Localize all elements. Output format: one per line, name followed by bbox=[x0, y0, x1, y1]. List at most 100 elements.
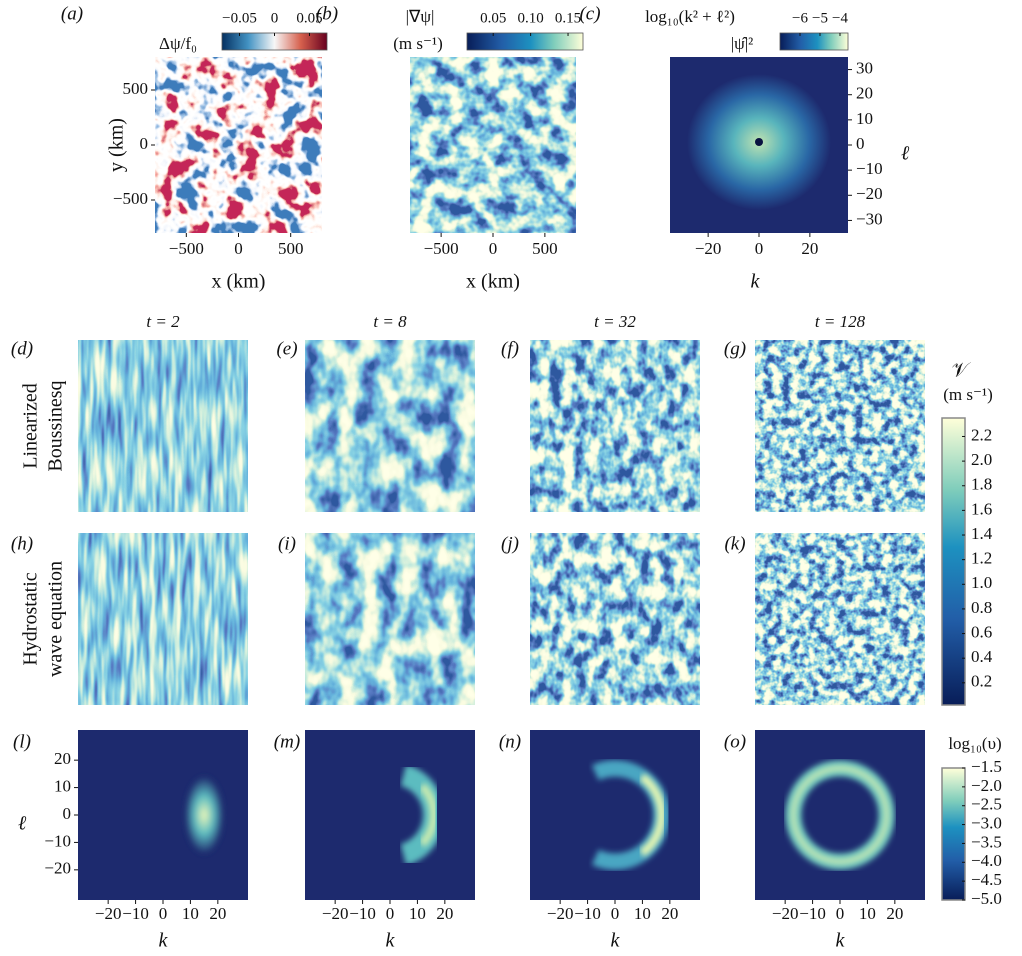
panel-label: (i) bbox=[278, 533, 296, 554]
y-tick-label: −30 bbox=[856, 209, 883, 228]
colorbar-tick-label: −4.0 bbox=[971, 851, 1002, 870]
colorbar-tick-label: −0.05 bbox=[222, 10, 257, 26]
colorbar-tick-label: 1.2 bbox=[971, 549, 992, 568]
x-tick-label: 20 bbox=[436, 904, 453, 923]
colorbar-tick-label: 0.05 bbox=[480, 10, 506, 26]
y-tick-label: 0 bbox=[63, 804, 72, 823]
x-tick-label: −10 bbox=[349, 904, 376, 923]
colorbar-title: (m s⁻¹) bbox=[943, 385, 992, 404]
x-tick-label: −10 bbox=[122, 904, 149, 923]
time-label: t = 128 bbox=[815, 312, 866, 331]
colorbar-tick-label: 0.15 bbox=[555, 10, 581, 26]
panel-label: (m) bbox=[274, 731, 300, 752]
spectrum-ring bbox=[639, 773, 666, 857]
y-tick-label: 30 bbox=[856, 58, 873, 77]
colorbar-tick-label: −4.5 bbox=[971, 870, 1002, 889]
wave-image bbox=[530, 533, 700, 705]
x-tick-label: 500 bbox=[278, 239, 304, 258]
colorbar-tick-label: 0.10 bbox=[517, 10, 543, 26]
x-axis-label: x (km) bbox=[212, 271, 266, 293]
wave-image bbox=[755, 340, 925, 512]
y-tick-label: −500 bbox=[113, 189, 148, 208]
field-image bbox=[410, 57, 576, 233]
panel-label: (l) bbox=[13, 731, 31, 752]
x-axis-label: x (km) bbox=[466, 271, 520, 293]
x-axis-label: k bbox=[751, 271, 761, 293]
spectrum-ring bbox=[418, 783, 438, 847]
wave-image bbox=[305, 340, 475, 512]
x-tick-label: 10 bbox=[182, 904, 199, 923]
colorbar-title: Δψ/f₀ bbox=[159, 34, 197, 53]
x-axis-label: k bbox=[611, 930, 621, 952]
time-label: t = 2 bbox=[146, 312, 180, 331]
panel-label: (d) bbox=[11, 338, 33, 359]
panel-label: (o) bbox=[724, 731, 746, 752]
colorbar-title: (m s⁻¹) bbox=[393, 34, 442, 53]
colorbar-tick-label: 0.8 bbox=[971, 598, 992, 617]
colorbar-tick-label: −2.5 bbox=[971, 795, 1002, 814]
y-tick-label: 0 bbox=[856, 134, 865, 153]
row-label: Boussinesq bbox=[45, 380, 67, 471]
colorbar-tick-label: 0.2 bbox=[971, 672, 992, 691]
y-tick-label: 10 bbox=[54, 776, 71, 795]
panel-label: (b) bbox=[316, 3, 338, 24]
spectrum-center bbox=[755, 138, 763, 146]
x-tick-label: −500 bbox=[424, 239, 459, 258]
colorbar-tick-label: −5.0 bbox=[971, 889, 1002, 908]
x-tick-label: −20 bbox=[95, 904, 122, 923]
x-tick-label: 0 bbox=[489, 239, 498, 258]
colorbar-title: 𝒱 bbox=[952, 360, 972, 382]
x-tick-label: 10 bbox=[409, 904, 426, 923]
colorbar-tick-label: −5 bbox=[812, 10, 828, 26]
x-axis-label: k bbox=[836, 930, 846, 952]
panel-label: (n) bbox=[499, 731, 521, 752]
x-tick-label: −10 bbox=[574, 904, 601, 923]
colorbar-title: |ψ̂|² bbox=[731, 34, 754, 53]
y-tick-label: 20 bbox=[856, 84, 873, 103]
panel-label: (a) bbox=[61, 3, 83, 24]
x-tick-label: −20 bbox=[695, 239, 722, 258]
colorbar-tick-label: 0.6 bbox=[971, 622, 992, 641]
x-tick-label: 0 bbox=[386, 904, 395, 923]
spectrum-ring bbox=[790, 765, 890, 865]
colorbar-tick-label: 1.6 bbox=[971, 499, 992, 518]
colorbar bbox=[941, 417, 966, 706]
y-tick-label: −10 bbox=[44, 831, 71, 850]
panel-label: (e) bbox=[276, 338, 297, 359]
wave-image bbox=[755, 533, 925, 705]
spectrum-image bbox=[755, 730, 925, 900]
row-label: wave equation bbox=[45, 561, 67, 677]
panel-label: (h) bbox=[11, 533, 33, 554]
spectrum-image bbox=[530, 730, 700, 900]
row-label: Linearized bbox=[20, 383, 42, 469]
wave-image bbox=[78, 340, 248, 512]
x-tick-label: 0 bbox=[611, 904, 620, 923]
y-tick-label: 500 bbox=[123, 79, 149, 98]
x-tick-label: 0 bbox=[234, 239, 243, 258]
x-tick-label: −20 bbox=[772, 904, 799, 923]
wave-image bbox=[305, 533, 475, 705]
x-tick-label: −10 bbox=[799, 904, 826, 923]
colorbar-tick-label: −6 bbox=[792, 10, 808, 26]
panel-label: (k) bbox=[724, 533, 745, 554]
spectrum-image bbox=[305, 730, 475, 900]
colorbar-tick-label: 2.2 bbox=[971, 425, 992, 444]
colorbar bbox=[779, 32, 849, 51]
x-tick-label: 20 bbox=[886, 904, 903, 923]
colorbar-title: log₁₀(k² + ℓ²) bbox=[645, 7, 735, 26]
colorbar-tick-label: −4 bbox=[832, 10, 848, 26]
wave-image bbox=[78, 533, 248, 705]
colorbar-title: |∇ψ| bbox=[406, 7, 435, 26]
colorbar-tick-label: −3.0 bbox=[971, 813, 1002, 832]
x-tick-label: 0 bbox=[159, 904, 168, 923]
time-label: t = 32 bbox=[594, 312, 636, 331]
y-tick-label: 10 bbox=[856, 109, 873, 128]
x-tick-label: 10 bbox=[859, 904, 876, 923]
y-tick-label: 0 bbox=[140, 134, 149, 153]
y-tick-label: 20 bbox=[54, 749, 71, 768]
colorbar-title: log₁₀(υ) bbox=[948, 734, 1001, 753]
y-axis-label: y (km) bbox=[106, 118, 128, 172]
panel-label: (g) bbox=[724, 338, 746, 359]
x-axis-label: k bbox=[386, 930, 396, 952]
